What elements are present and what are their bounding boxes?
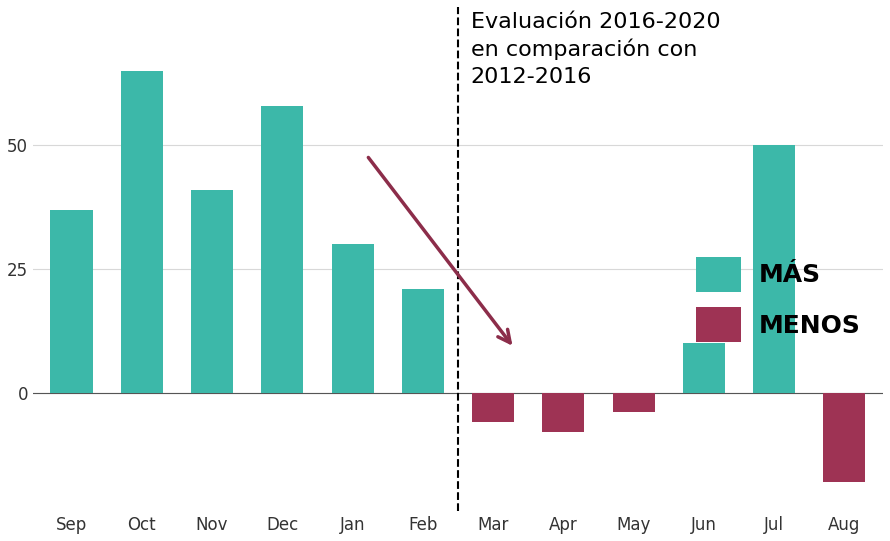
Bar: [542, 393, 585, 432]
Bar: [472, 393, 514, 422]
Bar: [262, 106, 303, 393]
Bar: [51, 209, 93, 393]
Bar: [612, 393, 655, 412]
Bar: [683, 343, 725, 393]
Legend: MÁS, MENOS: MÁS, MENOS: [686, 247, 870, 352]
Bar: [401, 289, 444, 393]
Bar: [191, 190, 233, 393]
Text: Evaluación 2016-2020
en comparación con
2012-2016: Evaluación 2016-2020 en comparación con …: [471, 12, 720, 87]
Bar: [332, 244, 374, 393]
Bar: [753, 146, 796, 393]
Bar: [823, 393, 865, 481]
Bar: [121, 71, 163, 393]
